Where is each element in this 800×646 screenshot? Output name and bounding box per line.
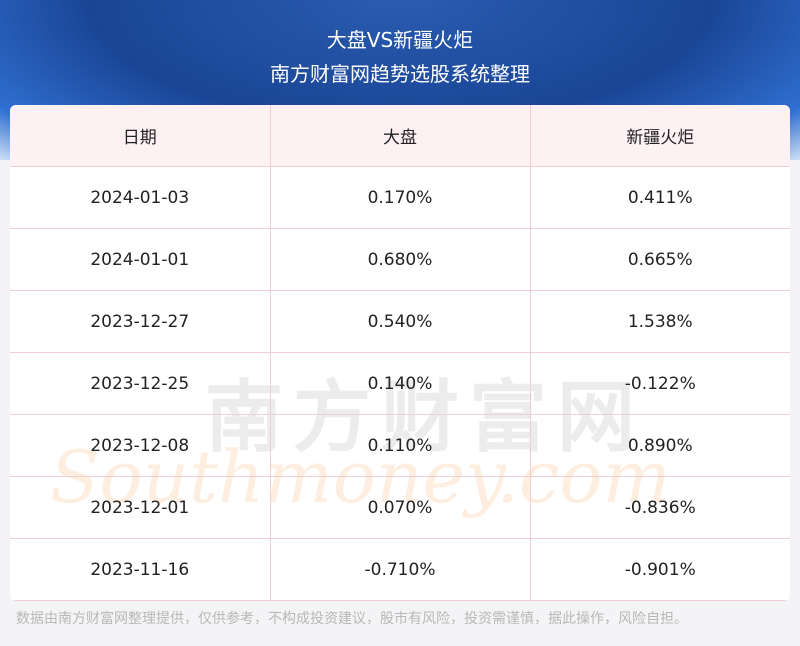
table-cell: 0.411%	[529, 166, 790, 229]
table-cell: 0.890%	[529, 414, 790, 477]
table-row: 2023-11-16 -0.710% -0.901%	[10, 538, 790, 601]
table-card: 南方财富网 Southmoney.com 日期 大盘 新疆火炬 2024-01-03…	[10, 105, 790, 601]
table-cell: 2023-12-27	[10, 290, 271, 353]
table-cell: 0.170%	[269, 166, 531, 229]
table-row: 2023-12-27 0.540% 1.538%	[10, 290, 790, 353]
table-cell: 2023-12-25	[10, 352, 271, 415]
column-header: 大盘	[269, 105, 531, 167]
table-cell: 2023-12-01	[10, 476, 271, 539]
table-cell: 0.070%	[269, 476, 531, 539]
table-row: 2023-12-01 0.070% -0.836%	[10, 476, 790, 539]
table-cell: 1.538%	[529, 290, 790, 353]
table-cell: 2023-12-08	[10, 414, 271, 477]
table-cell: -0.122%	[529, 352, 790, 415]
table-cell: 2023-11-16	[10, 538, 271, 601]
column-header: 新疆火炬	[529, 105, 790, 167]
subtitle: 南方财富网趋势选股系统整理	[270, 62, 530, 86]
table-cell: 0.540%	[269, 290, 531, 353]
table-row: 2023-12-08 0.110% 0.890%	[10, 414, 790, 477]
header-row: 日期 大盘 新疆火炬	[10, 105, 790, 167]
table-cell: -0.836%	[529, 476, 790, 539]
table-row: 2024-01-01 0.680% 0.665%	[10, 228, 790, 291]
table-cell: 0.680%	[269, 228, 531, 291]
table-cell: 0.665%	[529, 228, 790, 291]
table-row: 2023-12-25 0.140% -0.122%	[10, 352, 790, 415]
table-cell: -0.710%	[269, 538, 531, 601]
table-cell: 2024-01-03	[10, 166, 271, 229]
title: 大盘VS新疆火炬	[326, 28, 474, 52]
table-body: 2024-01-03 0.170% 0.411% 2024-01-01 0.680% 0.…	[10, 166, 790, 601]
table-cell: 0.110%	[269, 414, 531, 477]
footer: 数据由南方财富网整理提供，仅供参考，不构成投资建议，股市有风险，投资需谨慎，据此…	[16, 611, 688, 627]
table-cell: 0.140%	[269, 352, 531, 415]
table-cell: 2024-01-01	[10, 228, 271, 291]
column-header: 日期	[10, 105, 271, 167]
table-row: 2024-01-03 0.170% 0.411%	[10, 166, 790, 229]
table-cell: -0.901%	[529, 538, 790, 601]
table: 日期 大盘 新疆火炬 2024-01-03 0.170% 0.411% 2024-01-0…	[10, 105, 790, 601]
